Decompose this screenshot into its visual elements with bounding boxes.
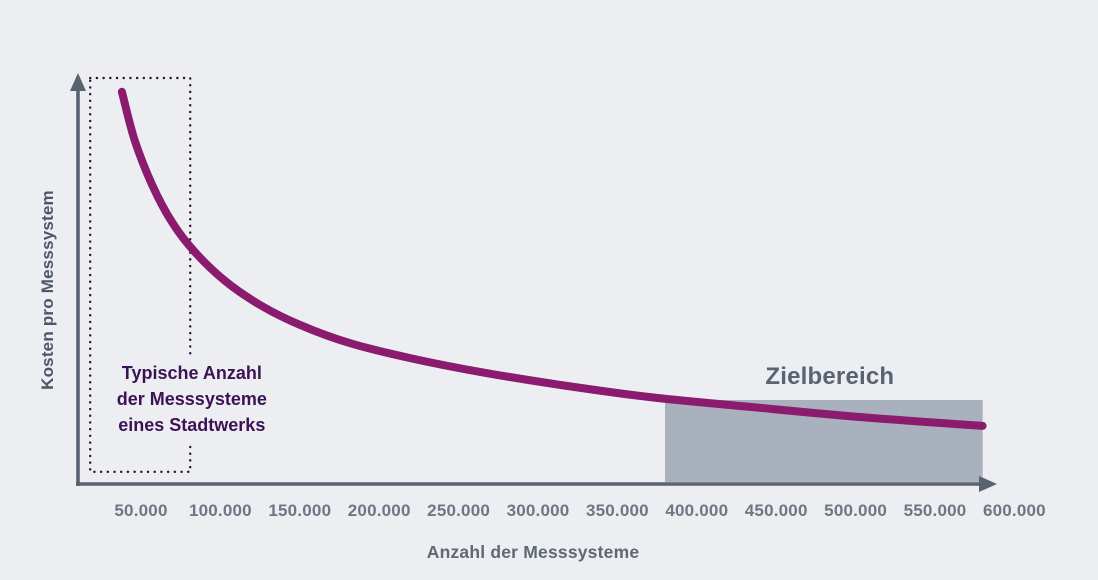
x-axis-arrow-icon bbox=[979, 476, 997, 492]
x-tick-label: 300.000 bbox=[506, 501, 570, 520]
cost-curve bbox=[117, 87, 987, 430]
annotation-line-2: der Messsysteme bbox=[116, 389, 267, 410]
x-tick-label: 50.000 bbox=[114, 501, 168, 520]
x-tick-label: 150.000 bbox=[268, 501, 332, 520]
x-tick-label: 600.000 bbox=[982, 501, 1046, 520]
x-tick-label: 400.000 bbox=[665, 501, 729, 520]
x-tick-label: 250.000 bbox=[427, 501, 491, 520]
x-axis-title: Anzahl der Messsysteme bbox=[426, 542, 640, 562]
annotation-line-1: Typische Anzahl bbox=[121, 363, 262, 384]
x-tick-label: 200.000 bbox=[347, 501, 411, 520]
x-tick-label: 100.000 bbox=[188, 501, 252, 520]
typische-anzahl-dotted-box bbox=[88, 76, 192, 474]
y-axis-title: Kosten pro Messsystem bbox=[38, 190, 57, 390]
typische-anzahl-label: Typische Anzahl der Messsysteme eines St… bbox=[110, 356, 273, 443]
x-tick-label: 350.000 bbox=[585, 501, 649, 520]
y-axis-arrow-icon bbox=[70, 73, 86, 91]
x-tick-label: 450.000 bbox=[744, 501, 808, 520]
x-tick-label: 500.000 bbox=[824, 501, 888, 520]
annotation-line-3: eines Stadtwerks bbox=[118, 415, 266, 436]
zielbereich-label: Zielbereich bbox=[765, 362, 895, 390]
x-tick-label: 550.000 bbox=[903, 501, 967, 520]
